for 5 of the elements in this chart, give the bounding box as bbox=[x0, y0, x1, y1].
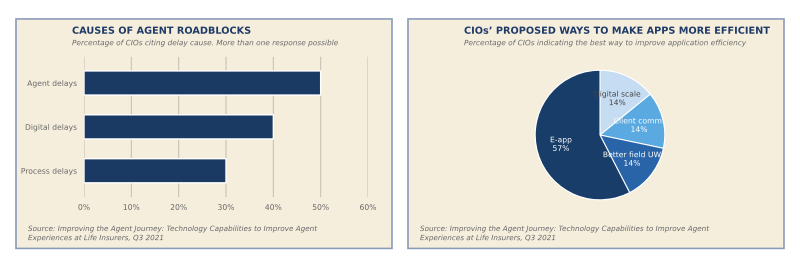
bar bbox=[84, 158, 227, 184]
bar bbox=[84, 70, 322, 96]
bar bbox=[84, 114, 274, 140]
chart-title: CAUSES OF AGENT ROADBLOCKS bbox=[72, 26, 250, 34]
chart-title: CIOs’ PROPOSED WAYS TO MAKE APPS MORE EFFICIENT bbox=[464, 26, 770, 34]
